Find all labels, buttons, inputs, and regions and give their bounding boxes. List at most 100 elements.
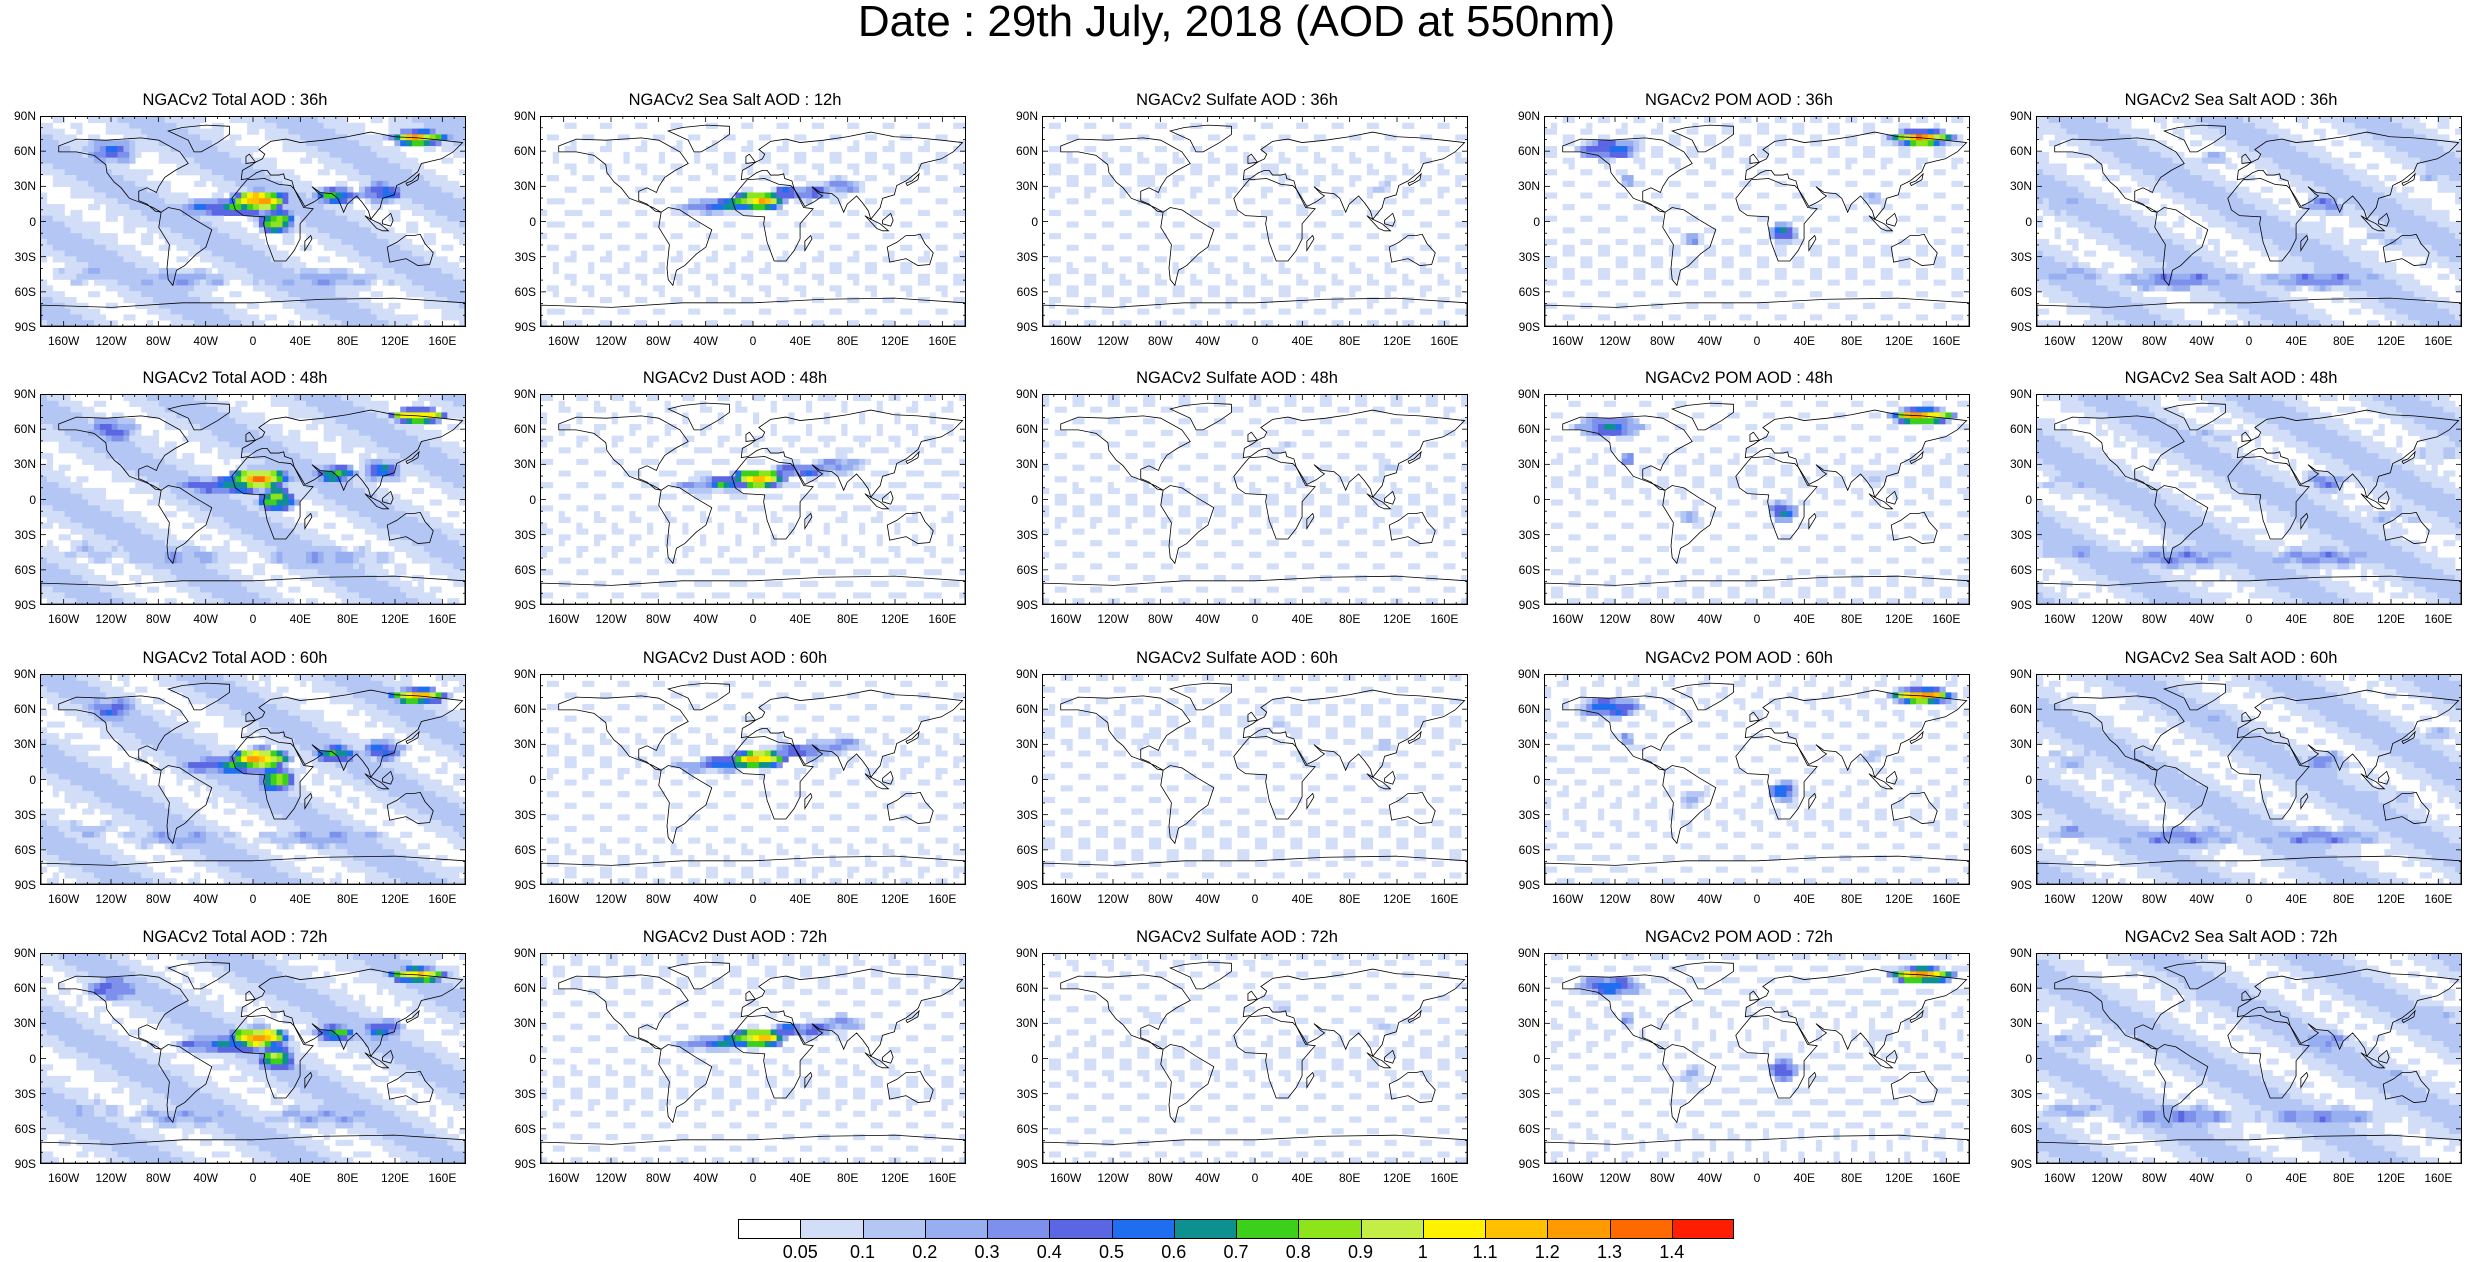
aod-cell xyxy=(341,251,347,257)
aod-cell xyxy=(1214,285,1220,291)
aod-cell xyxy=(459,204,465,210)
aod-cell xyxy=(2078,192,2084,198)
aod-cell xyxy=(88,268,94,274)
aod-cell xyxy=(1385,291,1391,297)
aod-cell xyxy=(1208,158,1214,164)
aod-cell xyxy=(306,123,312,129)
aod-cell xyxy=(1231,187,1237,193)
aod-cell xyxy=(2420,129,2426,135)
aod-cell xyxy=(2190,129,2196,135)
aod-cell xyxy=(559,309,565,315)
aod-cell xyxy=(1934,303,1940,309)
aod-cell xyxy=(135,123,141,129)
aod-cell xyxy=(1067,152,1073,158)
aod-cell xyxy=(2284,158,2290,164)
aod-cell xyxy=(176,314,182,320)
aod-cell xyxy=(1443,297,1449,303)
aod-cell xyxy=(1816,291,1822,297)
aod-cell xyxy=(1279,309,1285,315)
aod-cell xyxy=(294,309,300,315)
aod-cell xyxy=(1545,216,1551,222)
aod-cell xyxy=(1438,256,1444,262)
aod-cell xyxy=(436,181,442,187)
aod-cell xyxy=(2096,117,2102,123)
aod-cell xyxy=(1049,123,1055,129)
aod-cell xyxy=(936,285,942,291)
aod-cell xyxy=(1420,152,1426,158)
aod-cell xyxy=(312,117,318,123)
aod-cell xyxy=(1455,181,1461,187)
aod-cell xyxy=(2102,158,2108,164)
aod-cell xyxy=(2384,129,2390,135)
aod-cell xyxy=(123,158,129,164)
lon-label: 40W xyxy=(1685,334,1735,348)
aod-cell xyxy=(324,216,330,222)
aod-cell xyxy=(1887,314,1893,320)
aod-cell xyxy=(188,280,194,286)
aod-cell xyxy=(383,146,389,152)
aod-cell xyxy=(1563,134,1569,140)
aod-cell xyxy=(2420,134,2426,140)
aod-cell xyxy=(282,303,288,309)
aod-cell xyxy=(359,233,365,239)
aod-cell xyxy=(1461,158,1467,164)
aod-cell xyxy=(212,314,218,320)
aod-cell xyxy=(1284,175,1290,181)
aod-cell xyxy=(694,268,700,274)
aod-cell xyxy=(1545,169,1551,175)
aod-cell xyxy=(853,187,859,193)
aod-cell xyxy=(265,187,271,193)
aod-cell xyxy=(200,309,206,315)
aod-cell xyxy=(253,274,259,280)
aod-cell xyxy=(453,192,459,198)
aod-cell xyxy=(1639,181,1645,187)
aod-cell xyxy=(224,303,230,309)
aod-cell xyxy=(1161,320,1167,326)
aod-cell xyxy=(441,245,447,251)
aod-cell xyxy=(1049,146,1055,152)
aod-cell xyxy=(1332,187,1338,193)
lon-label: 120E xyxy=(370,334,420,348)
aod-cell xyxy=(2096,140,2102,146)
aod-cell xyxy=(2349,129,2355,135)
aod-cell xyxy=(2267,158,2273,164)
aod-cell xyxy=(265,134,271,140)
aod-cell xyxy=(371,320,377,326)
aod-cell xyxy=(282,239,288,245)
aod-cell xyxy=(383,320,389,326)
aod-cell xyxy=(623,175,629,181)
aod-cell xyxy=(371,134,377,140)
aod-cell xyxy=(459,210,465,216)
aod-cell xyxy=(1651,192,1657,198)
aod-cell xyxy=(70,175,76,181)
aod-cell xyxy=(1816,274,1822,280)
aod-cell xyxy=(59,268,65,274)
aod-cell xyxy=(70,152,76,158)
aod-cell xyxy=(2396,198,2402,204)
aod-cell xyxy=(335,216,341,222)
aod-cell xyxy=(1296,303,1302,309)
aod-cell xyxy=(2137,152,2143,158)
aod-cell xyxy=(341,320,347,326)
aod-cell xyxy=(2437,210,2443,216)
aod-cell xyxy=(1627,152,1633,158)
aod-cell xyxy=(2090,187,2096,193)
aod-cell xyxy=(688,285,694,291)
aod-cell xyxy=(2290,146,2296,152)
aod-cell xyxy=(70,239,76,245)
aod-cell xyxy=(41,158,47,164)
aod-cell xyxy=(959,320,965,326)
aod-cell xyxy=(1810,117,1816,123)
aod-cell xyxy=(447,216,453,222)
aod-cell xyxy=(1633,158,1639,164)
aod-cell xyxy=(259,262,265,268)
aod-cell xyxy=(1049,274,1055,280)
aod-cell xyxy=(1120,233,1126,239)
aod-cell xyxy=(729,134,735,140)
aod-cell xyxy=(818,251,824,257)
aod-cell xyxy=(218,256,224,262)
aod-cell xyxy=(1580,239,1586,245)
aod-cell xyxy=(418,129,424,135)
aod-cell xyxy=(706,187,712,193)
aod-cell xyxy=(2432,146,2438,152)
